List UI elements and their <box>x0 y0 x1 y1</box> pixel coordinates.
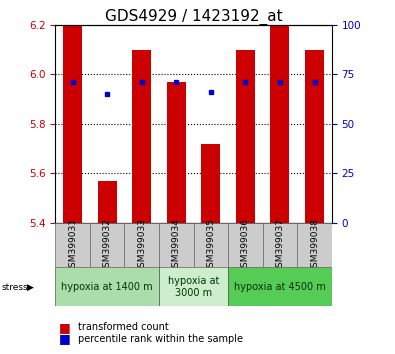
Text: GSM399037: GSM399037 <box>275 218 284 273</box>
Text: GSM399034: GSM399034 <box>172 218 181 273</box>
Text: ■: ■ <box>59 321 71 334</box>
Bar <box>159 267 228 306</box>
Bar <box>132 50 151 223</box>
Bar <box>228 267 332 306</box>
Bar <box>159 223 194 267</box>
Text: GSM399038: GSM399038 <box>310 218 319 273</box>
Text: GSM399036: GSM399036 <box>241 218 250 273</box>
Bar <box>124 223 159 267</box>
Bar <box>263 223 297 267</box>
Text: percentile rank within the sample: percentile rank within the sample <box>78 334 243 344</box>
Text: hypoxia at 1400 m: hypoxia at 1400 m <box>61 282 153 292</box>
Bar <box>90 223 124 267</box>
Bar <box>55 223 90 267</box>
Text: stress: stress <box>2 283 28 292</box>
Bar <box>236 50 255 223</box>
Bar <box>167 82 186 223</box>
Text: ■: ■ <box>59 332 71 345</box>
Bar <box>305 50 324 223</box>
Bar <box>98 181 117 223</box>
Bar <box>271 25 290 223</box>
Text: GSM399035: GSM399035 <box>206 218 215 273</box>
Text: GSM399031: GSM399031 <box>68 218 77 273</box>
Bar <box>55 267 159 306</box>
Bar <box>194 223 228 267</box>
Bar <box>201 144 220 223</box>
Title: GDS4929 / 1423192_at: GDS4929 / 1423192_at <box>105 8 282 25</box>
Text: hypoxia at
3000 m: hypoxia at 3000 m <box>168 276 219 298</box>
Text: ▶: ▶ <box>27 283 34 292</box>
Text: GSM399033: GSM399033 <box>137 218 146 273</box>
Text: transformed count: transformed count <box>78 322 169 332</box>
Bar <box>297 223 332 267</box>
Text: hypoxia at 4500 m: hypoxia at 4500 m <box>234 282 326 292</box>
Text: GSM399032: GSM399032 <box>103 218 112 273</box>
Bar <box>63 25 82 223</box>
Bar <box>228 223 263 267</box>
